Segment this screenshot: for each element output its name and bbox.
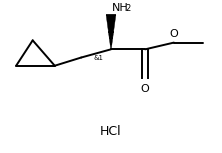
Text: NH: NH xyxy=(112,3,129,13)
Text: O: O xyxy=(141,84,150,94)
Text: O: O xyxy=(170,29,178,39)
Polygon shape xyxy=(106,15,116,49)
Text: 2: 2 xyxy=(125,4,131,13)
Text: &1: &1 xyxy=(93,55,103,61)
Text: HCl: HCl xyxy=(100,125,122,138)
